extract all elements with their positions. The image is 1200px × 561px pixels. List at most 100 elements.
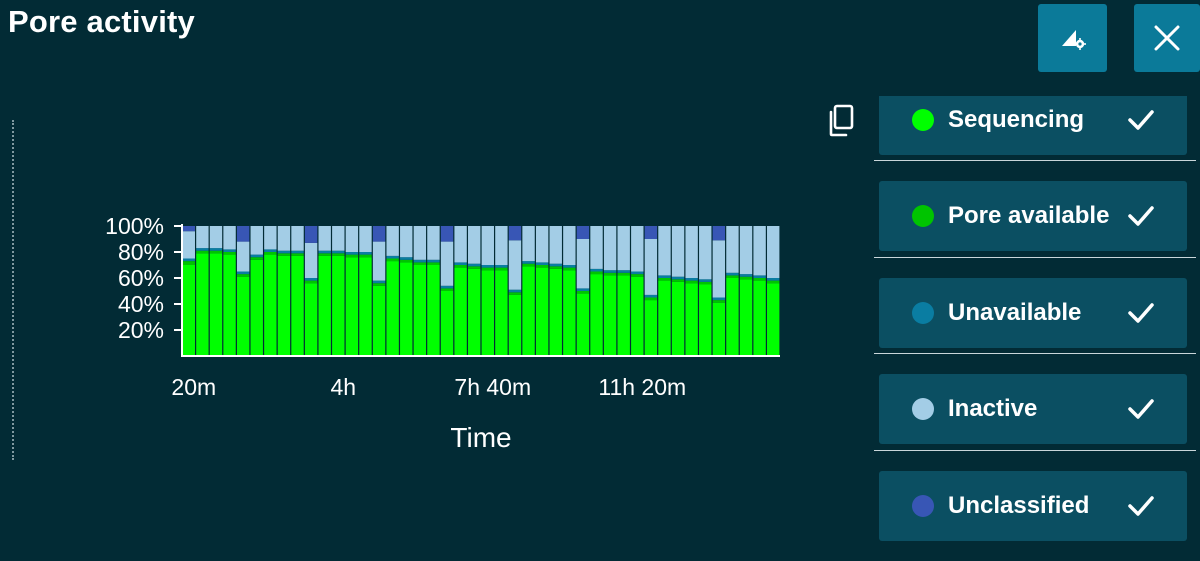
bar-segment-unavailable [753, 275, 766, 278]
bar-segment-inactive [223, 226, 236, 250]
bar-segment-inactive [549, 226, 562, 264]
bar-segment-unavailable [223, 249, 236, 252]
bar-segment-pore-available [345, 254, 359, 258]
bar-segment-sequencing [277, 255, 291, 356]
bar-segment-unclassified [236, 226, 250, 242]
bar-segment-pore-available [400, 259, 413, 263]
legend-label-unavailable: Unavailable [948, 299, 1082, 326]
bar-segment-sequencing [304, 283, 318, 356]
bar-segment-pore-available [196, 250, 209, 254]
bar-segment-unavailable [508, 289, 522, 293]
bar-segment-sequencing [372, 285, 386, 356]
bar-segment-pore-available [726, 275, 739, 278]
bar-segment-pore-available [508, 292, 522, 295]
bar-segment-pore-available [236, 274, 250, 277]
bar-segment-pore-available [277, 253, 291, 256]
bar-segment-inactive [372, 241, 386, 281]
bar-segment-inactive [522, 226, 535, 262]
bar-segment-pore-available [658, 278, 671, 281]
bar-segment-pore-available [617, 272, 630, 276]
bar-segment-unavailable [209, 248, 223, 251]
bar-segment-sequencing [739, 279, 753, 356]
legend-label-unclassified: Unclassified [948, 492, 1090, 519]
bar-segment-sequencing [468, 268, 481, 356]
bar-segment-inactive [209, 226, 223, 249]
bar-segment-inactive [563, 226, 576, 265]
bar-segment-pore-available [481, 267, 494, 271]
bar-segment-sequencing [345, 257, 359, 356]
bar-segment-sequencing [264, 254, 277, 356]
bar-segment-inactive [767, 226, 780, 278]
legend-item-inactive[interactable]: Inactive [879, 374, 1187, 444]
bar-segment-sequencing [576, 293, 590, 356]
bar-segment-inactive [413, 226, 427, 260]
bar-segment-inactive [685, 226, 698, 278]
bar-segment-pore-available [590, 271, 603, 275]
bar-segment-inactive [291, 226, 304, 251]
bar-segment-unavailable [739, 274, 753, 277]
bar-segment-sequencing [196, 253, 209, 356]
bar-segment-unavailable [699, 279, 712, 282]
bar-segment-unavailable [767, 278, 780, 281]
bar-segment-inactive [440, 241, 454, 286]
bar-segment-unavailable [712, 297, 726, 301]
bar-segment-sequencing [386, 261, 399, 356]
bar-segment-sequencing [250, 259, 263, 356]
bar-segment-sequencing [563, 270, 576, 356]
bar-segment-pore-available [250, 257, 263, 260]
bar-segment-pore-available [332, 253, 345, 256]
legend-divider [874, 353, 1196, 354]
bar-segment-unclassified [440, 226, 454, 242]
x-tick-label: 4h [330, 374, 356, 400]
bar-segment-inactive [264, 226, 277, 250]
legend-item-unavailable[interactable]: Unavailable [879, 278, 1187, 348]
bar-segment-pore-available [413, 262, 427, 265]
check-icon [1128, 110, 1154, 130]
bar-segment-inactive [699, 226, 712, 280]
y-tick-label: 60% [118, 265, 164, 291]
bar-segment-unavailable [196, 248, 209, 251]
bar-segment-sequencing [400, 262, 413, 356]
copy-icon[interactable] [826, 104, 856, 138]
legend-divider [874, 257, 1196, 258]
bar-segment-unavailable [413, 259, 427, 263]
chart-svg: 20%40%60%80%100% 20m 4h 7h 40m 11h 20m Time [105, 213, 780, 453]
bar-segment-inactive [535, 226, 549, 263]
bar-segment-unavailable [576, 288, 590, 291]
bar-segment-unclassified [182, 226, 195, 232]
chart-settings-button[interactable] [1038, 4, 1107, 72]
bar-segment-unavailable [617, 270, 630, 273]
bar-segment-unavailable [481, 265, 494, 268]
y-axis-title-faded [12, 120, 20, 460]
bar-segment-pore-available [359, 254, 372, 258]
bar-segment-sequencing [481, 270, 494, 356]
y-tick-label: 80% [118, 239, 164, 265]
legend-divider [874, 160, 1196, 161]
legend-item-unclassified[interactable]: Unclassified [879, 471, 1187, 541]
bar-segment-sequencing [182, 265, 195, 356]
check-icon [1128, 496, 1154, 516]
bar-segment-sequencing [549, 268, 562, 356]
legend-label-inactive: Inactive [948, 395, 1038, 422]
check-icon [1128, 303, 1154, 323]
bar-segment-inactive [658, 226, 671, 276]
bar-segment-pore-available [767, 280, 780, 284]
bar-segment-pore-available [440, 288, 454, 291]
bar-segment-unavailable [332, 250, 345, 254]
unclassified-color-dot [912, 495, 934, 517]
legend-panel: Sequencing Pore available Unavailable In… [874, 96, 1200, 561]
bar-segment-inactive [576, 239, 590, 289]
legend-item-sequencing[interactable]: Sequencing [879, 96, 1187, 155]
bar-segment-pore-available [454, 265, 467, 268]
bar-segment-inactive [304, 242, 318, 278]
bar-segment-pore-available [427, 262, 440, 265]
bar-segment-unavailable [345, 252, 359, 255]
bar-segment-inactive [236, 241, 250, 272]
bar-segment-inactive [277, 226, 291, 251]
y-tick-label: 100% [105, 213, 164, 239]
legend-item-pore-available[interactable]: Pore available [879, 181, 1187, 251]
bar-segment-pore-available [712, 300, 726, 303]
bar-segment-sequencing [318, 255, 331, 356]
bar-segment-inactive [400, 226, 413, 258]
close-button[interactable] [1134, 4, 1200, 72]
